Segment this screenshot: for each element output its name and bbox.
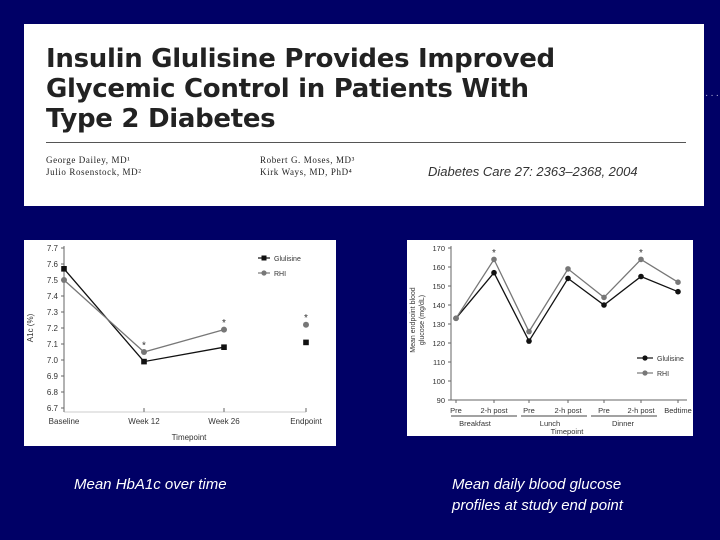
data-point-rhi: [526, 328, 532, 335]
y-tick-label: 140: [432, 301, 445, 310]
y-tick-label: 7.5: [47, 276, 59, 285]
y-tick-label: 6.9: [47, 372, 59, 381]
title-divider: [46, 142, 686, 143]
x-tick-label: Endpoint: [290, 417, 322, 426]
y-tick-label: 7.7: [47, 244, 59, 253]
legend-label-glulisine: Glulisine: [657, 356, 684, 363]
x-tick-label: Week 12: [128, 417, 160, 426]
significance-asterisk: *: [492, 248, 496, 259]
x-tick-label: Bedtime: [664, 406, 692, 415]
y-tick-label: 7.3: [47, 308, 59, 317]
title-line-1: Insulin Glulisine Provides Improved: [46, 44, 555, 74]
legend-marker-glulisine: [261, 255, 267, 261]
x-tick-label: Pre: [523, 406, 535, 415]
author-3: Robert G. Moses, MD³: [260, 155, 355, 165]
data-point-glulisine: [526, 338, 532, 344]
group-label: Lunch: [540, 419, 560, 428]
data-point-glulisine: [601, 302, 607, 308]
y-axis-title: A1c (%): [26, 313, 35, 342]
data-point-rhi: [453, 315, 459, 322]
y-tick-label: 7.2: [47, 324, 59, 333]
significance-asterisk: *: [639, 248, 643, 259]
data-point-rhi: [565, 266, 571, 272]
data-point-glulisine: [303, 339, 309, 346]
legend-marker-rhi: [642, 370, 648, 376]
legend-label-glulisine: Glulisine: [274, 256, 301, 263]
significance-asterisk: *: [142, 340, 146, 351]
y-axis-title-line-1: Mean endpoint blood: [410, 287, 417, 352]
x-tick-label: Week 26: [208, 417, 240, 426]
title-line-2: Glycemic Control in Patients With: [46, 74, 529, 104]
x-tick-label: Pre: [598, 406, 610, 415]
legend-label-rhi: RHI: [274, 271, 286, 278]
y-tick-label: 120: [432, 339, 445, 348]
author-1: George Dailey, MD¹: [46, 155, 131, 165]
data-point-glulisine: [565, 275, 571, 282]
y-tick-label: 160: [432, 263, 445, 272]
author-2: Julio Rosenstock, MD²: [46, 167, 142, 177]
y-tick-label: 90: [437, 396, 445, 405]
caption-hba1c: Mean HbA1c over time: [74, 474, 227, 495]
significance-asterisk: *: [222, 318, 226, 329]
y-tick-label: 7.1: [47, 340, 59, 349]
caption-glucose-line-1: Mean daily blood glucose: [452, 476, 622, 493]
authors-right: Robert G. Moses, MD³ Kirk Ways, MD, PhD⁴: [260, 154, 355, 178]
y-axis-title-line-2: glucose (mg/dL): [419, 295, 426, 345]
group-label: Breakfast: [459, 419, 492, 428]
caption-glucose-line-2: profiles at study end point: [452, 497, 623, 514]
title-line-3: Type 2 Diabetes: [46, 104, 276, 134]
journal-citation: Diabetes Care 27: 2363–2368, 2004: [428, 164, 638, 179]
data-point-rhi: [303, 321, 309, 328]
y-tick-label: 6.7: [47, 404, 59, 413]
legend-marker-rhi: [261, 270, 267, 276]
y-tick-label: 130: [432, 320, 445, 329]
y-tick-label: 170: [432, 244, 445, 253]
x-tick-label: 2-h post: [627, 406, 655, 415]
legend-label-rhi: RHI: [657, 371, 669, 378]
data-point-rhi: [141, 349, 147, 355]
data-point-rhi: [221, 326, 227, 333]
y-tick-label: 7.4: [47, 292, 59, 301]
hba1c-chart-panel: 6.7 6.8 6.9 7.0 7.1 7.2 7.3 7.4 7.5 7.6 7.7 Baselin…: [24, 240, 336, 446]
authors-left: George Dailey, MD¹ Julio Rosenstock, MD²: [46, 154, 142, 178]
x-tick-label: 2-h post: [480, 406, 508, 415]
hba1c-chart: 6.7 6.8 6.9 7.0 7.1 7.2 7.3 7.4 7.5 7.6 7.7 Baselin…: [26, 244, 323, 442]
y-tick-label: 7.0: [47, 356, 59, 365]
data-point-glulisine: [61, 266, 67, 272]
caption-glucose: Mean daily blood glucose profiles at stu…: [452, 474, 623, 516]
data-point-rhi: [61, 277, 67, 283]
y-tick-label: 100: [432, 377, 445, 386]
y-tick-label: 6.8: [47, 388, 59, 397]
data-point-glulisine: [221, 344, 227, 350]
data-point-rhi: [675, 279, 681, 285]
caption-hba1c-text: Mean HbA1c over time: [74, 476, 227, 493]
data-point-glulisine: [675, 288, 681, 295]
y-tick-label: 150: [432, 282, 445, 291]
x-tick-label: 2-h post: [554, 406, 582, 415]
y-tick-label: 110: [433, 358, 445, 367]
data-point-glulisine: [638, 273, 644, 280]
author-4: Kirk Ways, MD, PhD⁴: [260, 167, 353, 177]
group-label: Dinner: [612, 419, 635, 428]
data-point-rhi: [638, 256, 644, 263]
significance-asterisk: *: [304, 313, 308, 324]
x-tick-label: Baseline: [49, 417, 80, 426]
x-axis-title: Timepoint: [551, 427, 585, 436]
article-title: Insulin Glulisine Provides Improved Glyc…: [46, 44, 555, 134]
legend-marker-glulisine: [642, 355, 648, 361]
x-tick-label: Pre: [450, 406, 462, 415]
article-header: Insulin Glulisine Provides Improved Glyc…: [24, 24, 704, 206]
x-axis-title: Timepoint: [172, 433, 208, 442]
data-point-glulisine: [141, 358, 147, 365]
glucose-chart-panel: 90 100 110 120 130 140 150 160 170 Pre 2-h post Pre…: [407, 240, 693, 436]
data-point-rhi: [601, 294, 607, 301]
decorative-dots: ···: [705, 90, 720, 101]
glucose-chart: 90 100 110 120 130 140 150 160 170 Pre 2-h post Pre…: [410, 244, 692, 436]
series-line-glulisine: [455, 271, 679, 343]
y-tick-label: 7.6: [47, 260, 59, 269]
data-point-glulisine: [491, 269, 497, 276]
data-point-rhi: [491, 256, 497, 263]
